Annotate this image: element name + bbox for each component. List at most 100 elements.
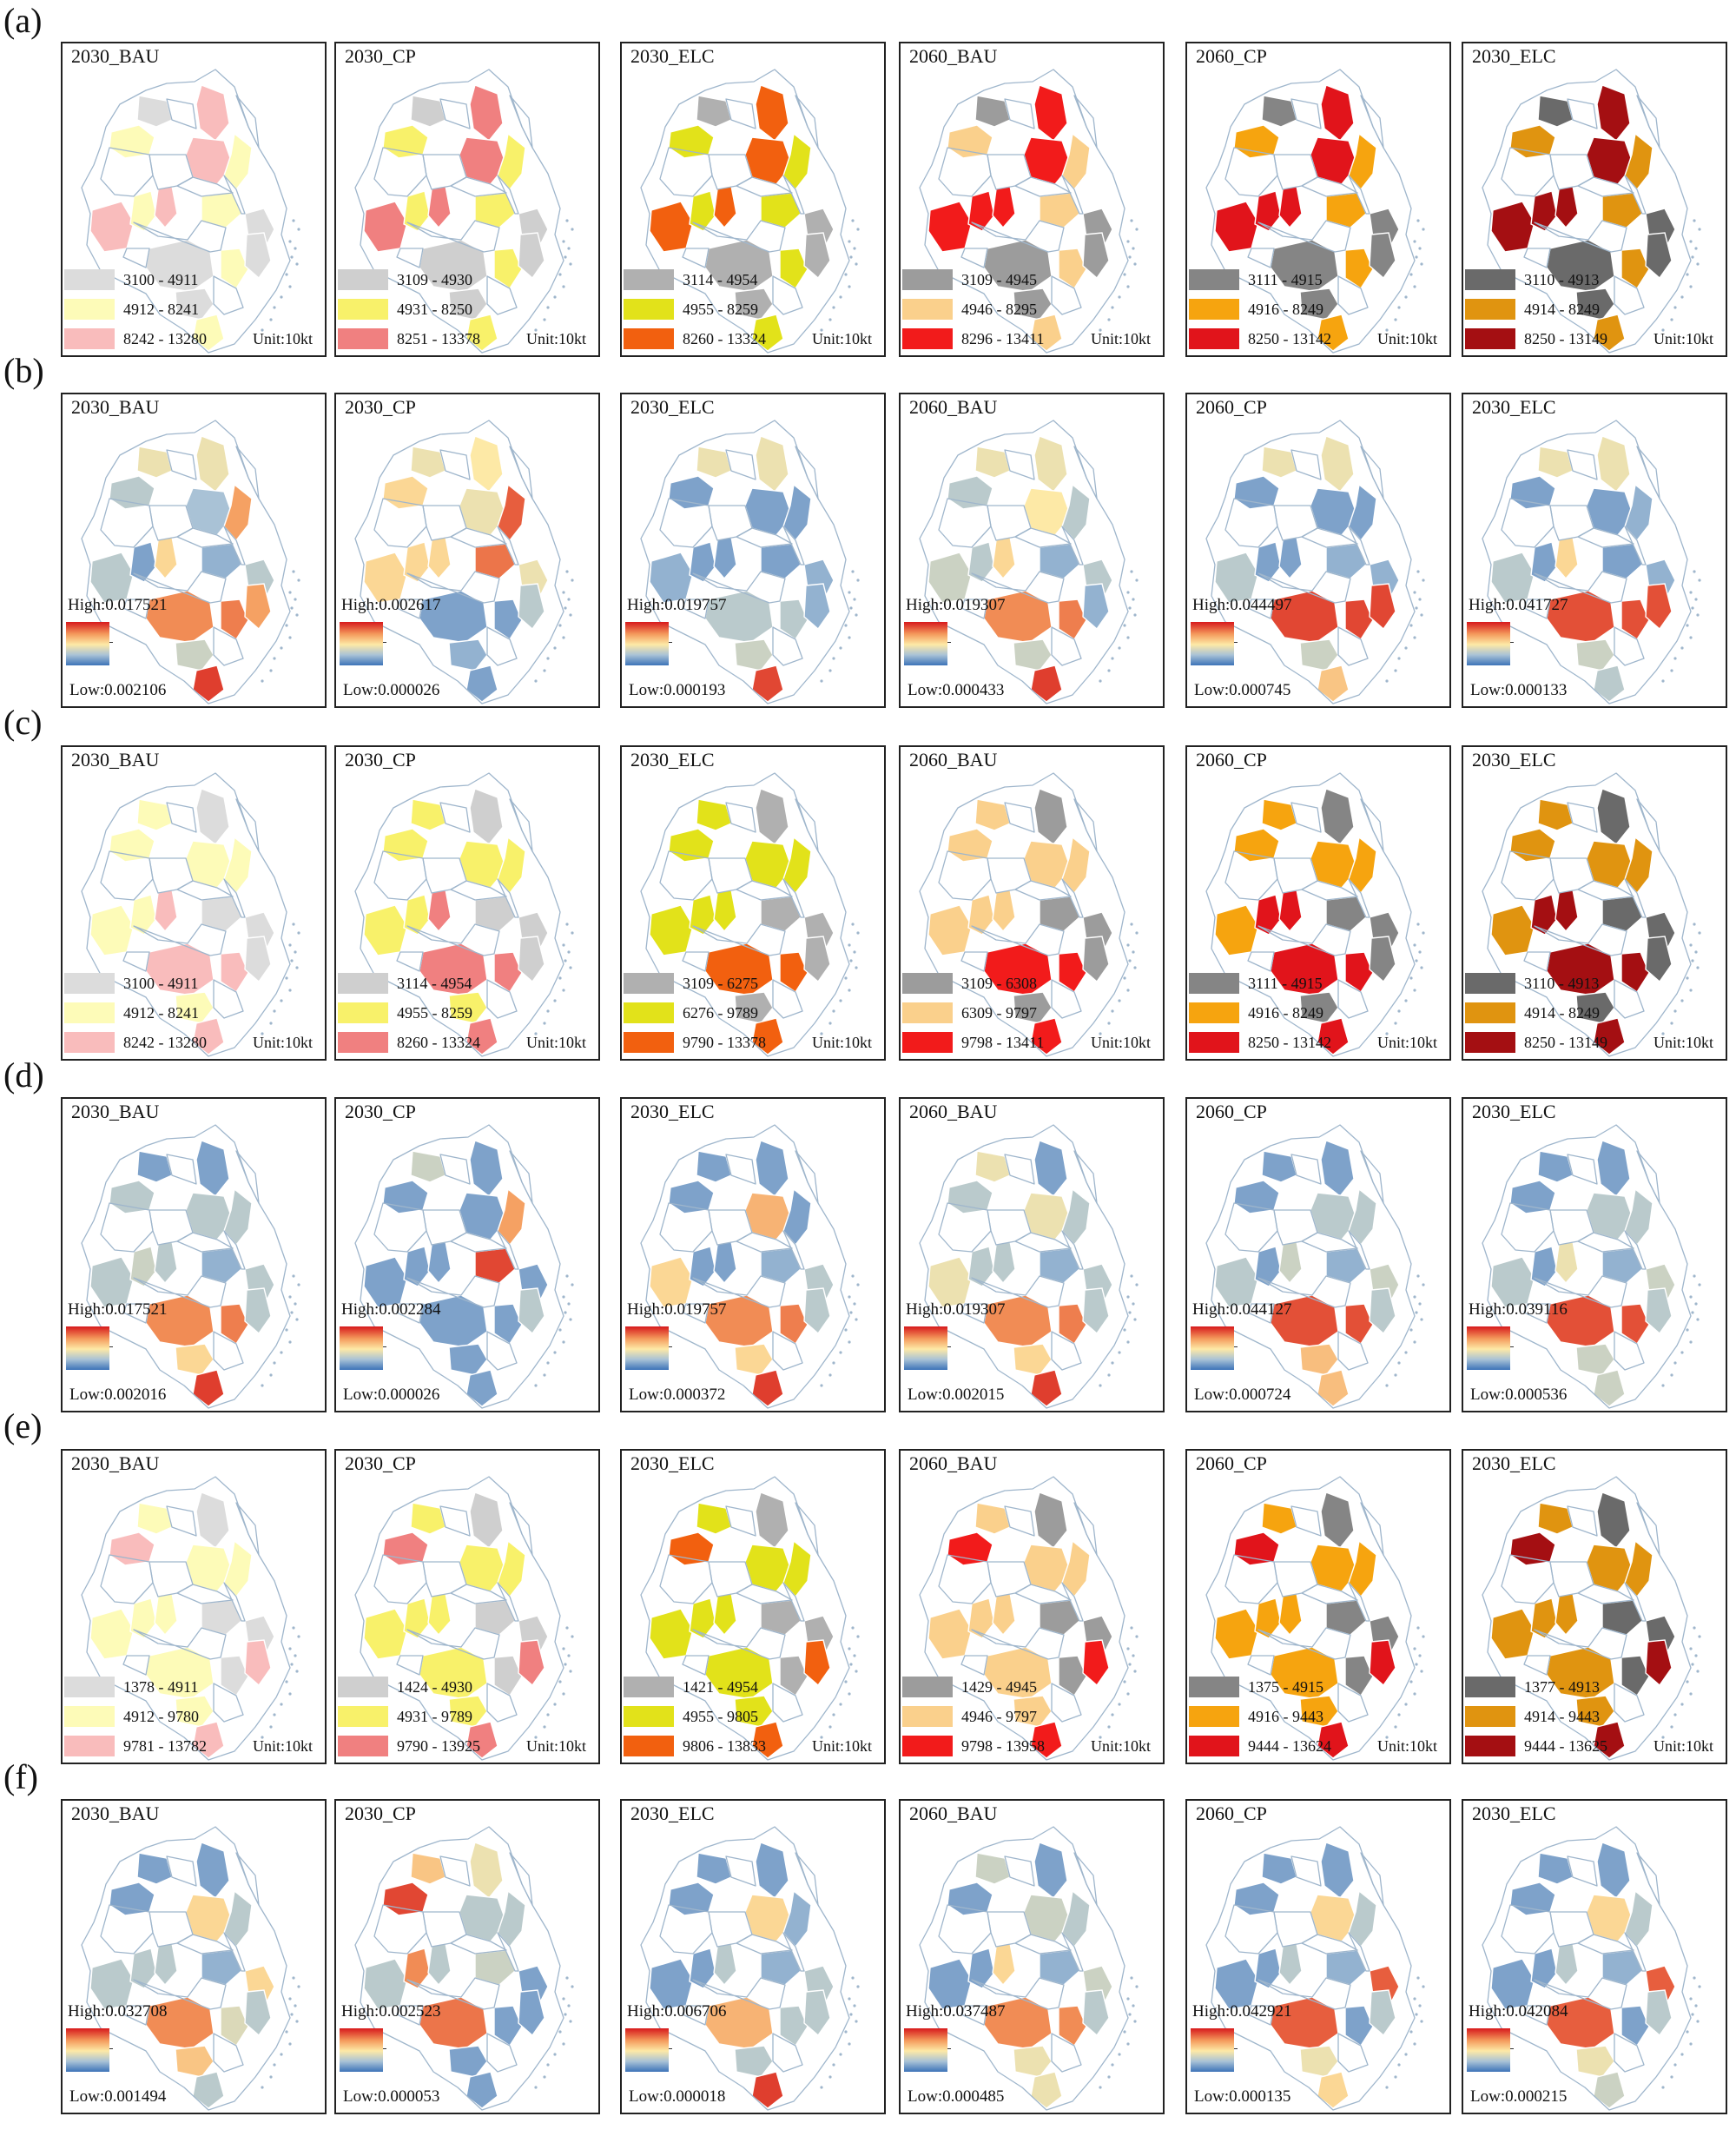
region-map: [640, 1476, 860, 1761]
island-dot: [844, 624, 848, 627]
city-boundary: [1523, 1303, 1551, 1324]
legend-item: 8250 - 13149: [1463, 324, 1726, 354]
legend-label: 3100 - 4911: [123, 975, 199, 992]
region-fill-11: [1546, 1294, 1615, 1348]
class-legend: 3111 - 4915 4916 - 8249 8250 - 13142: [1187, 265, 1449, 354]
region-fill-6: [129, 1246, 157, 1287]
boundary-outline: [1482, 69, 1692, 354]
region-fill-3: [927, 1608, 973, 1660]
city-boundary: [1636, 1852, 1660, 1906]
island-dot: [1691, 255, 1694, 259]
region-fill-15: [1645, 583, 1673, 631]
city-boundary: [166, 449, 197, 480]
region-fill-3: [89, 904, 135, 956]
island-dot: [1686, 2030, 1689, 2034]
legend-item: 9781 - 13782: [63, 1731, 325, 1761]
legend-color-ramp: [66, 2028, 109, 2072]
city-boundary: [725, 1154, 756, 1185]
island-dot: [851, 1976, 855, 1980]
city-boundary: [122, 1655, 150, 1676]
city-boundary: [682, 1303, 710, 1324]
city-boundary: [1004, 1154, 1035, 1185]
legend-item: 4946 - 8295: [901, 294, 1163, 324]
island-dot: [820, 679, 823, 683]
region-fill-3: [927, 201, 973, 253]
region-fill-11: [983, 943, 1053, 996]
island-dot: [571, 228, 574, 231]
region-map: [354, 772, 574, 1057]
island-dot: [1670, 2075, 1673, 2079]
legend-item: 1377 - 4913: [1463, 1672, 1726, 1702]
island-dot: [828, 1022, 832, 1025]
island-dot: [848, 591, 851, 594]
island-dot: [1422, 228, 1425, 231]
region-map: [81, 1826, 300, 2111]
region-fill-12: [220, 2005, 249, 2047]
panel-title: 2060_CP: [1196, 749, 1267, 771]
region-fill-7: [1554, 185, 1579, 229]
legend-item: 9444 - 13625: [1463, 1731, 1726, 1761]
city-boundary: [772, 626, 803, 666]
legend-swatch: [1465, 328, 1515, 349]
city-boundary: [406, 1977, 500, 2010]
island-dot: [1696, 966, 1700, 969]
region-fill-13: [1013, 288, 1053, 321]
legend-color-ramp: [904, 2028, 947, 2072]
island-dot: [288, 240, 292, 243]
island-dot: [1126, 1692, 1130, 1696]
island-dot: [1415, 959, 1418, 962]
city-boundary: [971, 1275, 1065, 1308]
island-dot: [1413, 1295, 1416, 1299]
legend-swatch: [338, 328, 388, 349]
legend-low-label: Low:0.000133: [1470, 681, 1568, 699]
legend-label: 3109 - 6308: [961, 975, 1037, 992]
unit-label: Unit:10kt: [1376, 1737, 1437, 1755]
city-boundary: [1073, 446, 1098, 499]
legend-item: 9790 - 13925: [336, 1731, 598, 1761]
island-dot: [1689, 1647, 1693, 1650]
panel-title: 2030_ELC: [630, 45, 715, 67]
region-fill-15: [1369, 1639, 1396, 1687]
region-fill-2: [696, 1150, 732, 1183]
city-boundary: [725, 1505, 756, 1537]
legend-label: 4912 - 9780: [123, 1708, 199, 1725]
legend-swatch: [624, 1002, 674, 1023]
island-dot: [828, 669, 832, 672]
city-boundary: [1567, 802, 1598, 833]
panel-title: 2060_BAU: [909, 45, 998, 67]
region-fill-12: [1344, 599, 1374, 640]
island-dot: [1132, 950, 1135, 954]
legend-swatch: [338, 973, 388, 994]
island-dot: [564, 959, 567, 962]
region-fill-11: [419, 1996, 488, 2050]
island-dot: [1422, 931, 1425, 935]
island-dot: [856, 1635, 860, 1638]
region-fill-2: [1537, 798, 1574, 831]
legend-swatch: [1189, 1706, 1239, 1727]
region-fill-15: [244, 1989, 272, 2037]
city-boundary: [149, 154, 194, 190]
legend-label: 6276 - 9789: [683, 1004, 758, 1022]
region-fill-13: [734, 1343, 774, 1376]
island-dot: [1420, 1318, 1423, 1321]
legend-swatch: [64, 328, 115, 349]
panel-title: 2030_CP: [345, 1452, 416, 1474]
city-boundary: [486, 626, 518, 666]
legend-low-label: Low:0.000536: [1470, 1386, 1568, 1404]
island-dot: [280, 1703, 283, 1706]
region-fill-15: [518, 1287, 545, 1335]
boundary-outline: [354, 1124, 564, 1409]
region-fill-12: [1344, 1655, 1374, 1697]
island-dot: [292, 1976, 295, 1980]
city-boundary: [509, 95, 533, 149]
panel-title: 2030_ELC: [1472, 1101, 1556, 1122]
city-boundary: [736, 527, 793, 548]
island-dot: [294, 247, 297, 250]
city-boundary: [960, 599, 988, 619]
region-fill-11: [983, 590, 1053, 644]
boundary-outline: [919, 1826, 1129, 2111]
island-dot: [853, 598, 856, 601]
island-dot: [534, 2086, 538, 2089]
island-dot: [1693, 923, 1696, 926]
region-fill-11: [1270, 943, 1339, 996]
